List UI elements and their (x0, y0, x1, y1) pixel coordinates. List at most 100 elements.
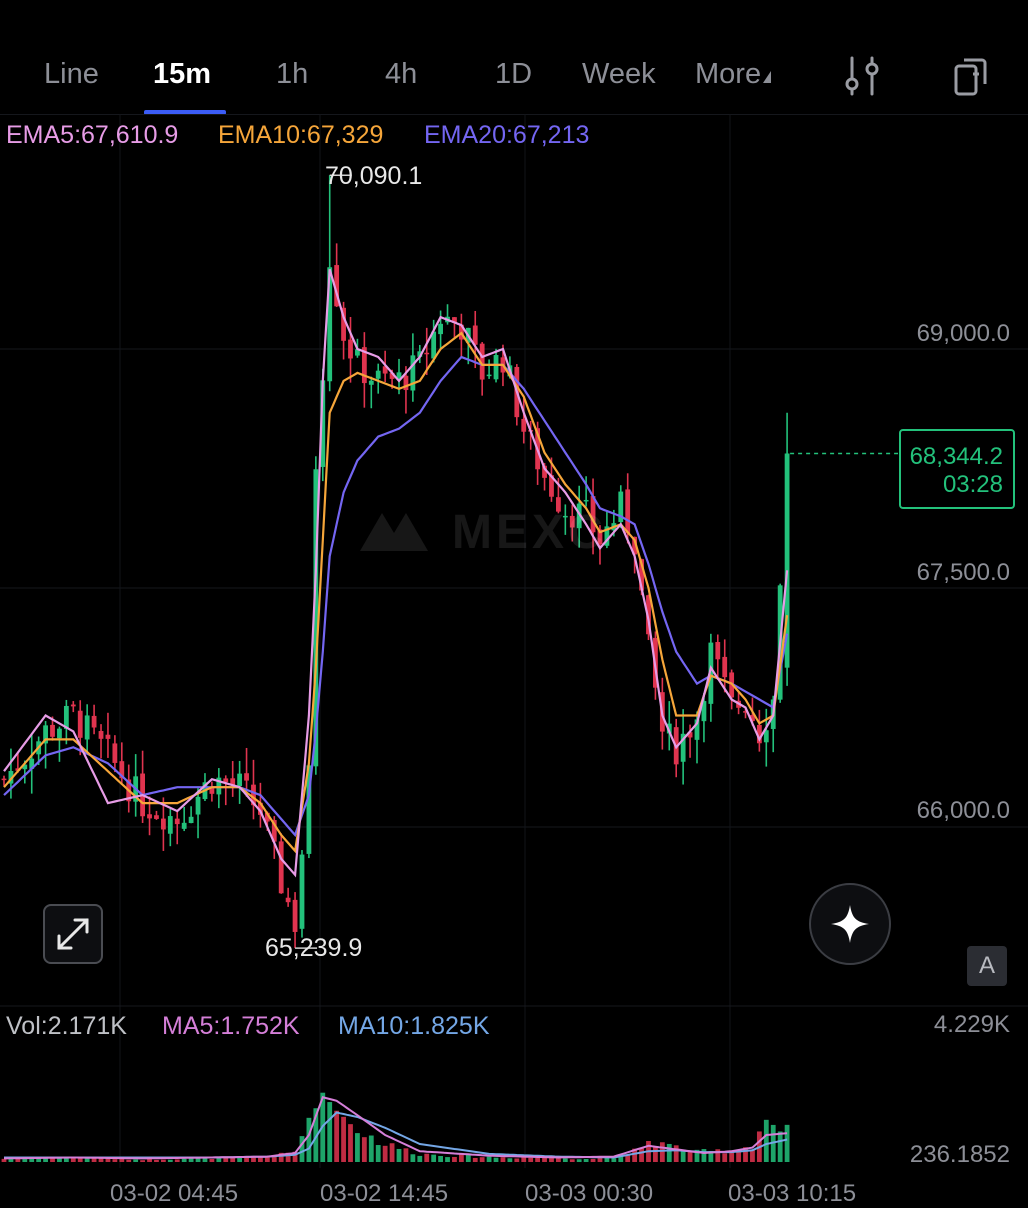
volume-bar (750, 1149, 755, 1162)
high-price-label: 70,090.1 (325, 162, 423, 190)
tab-more[interactable]: More (695, 58, 772, 91)
tab-4h[interactable]: 4h (385, 58, 418, 90)
volume-bar (98, 1157, 104, 1162)
candle-body (167, 816, 173, 834)
tab-1h[interactable]: 1h (276, 58, 309, 90)
expand-button[interactable] (43, 904, 103, 964)
candle-body (341, 307, 346, 341)
volume-bar (673, 1145, 679, 1162)
volume-bar (341, 1116, 346, 1162)
volume-bar (36, 1157, 42, 1162)
candle-body (396, 372, 402, 379)
ema5-line (3, 268, 789, 878)
candle-body (680, 733, 686, 762)
volume-bar (1, 1158, 7, 1162)
candle-body (382, 366, 388, 374)
volume-bar (348, 1124, 353, 1162)
candle-body (223, 778, 229, 783)
volume-bar (29, 1158, 35, 1162)
volume-bar (465, 1154, 471, 1162)
volume-bar (410, 1154, 416, 1162)
candle-body (569, 515, 575, 528)
volume-bar (486, 1156, 492, 1162)
volume-bar (611, 1158, 617, 1162)
volume-bar (458, 1154, 464, 1162)
copy-layout-icon[interactable] (951, 54, 991, 98)
ai-assistant-button[interactable] (809, 883, 891, 965)
candle-body (258, 802, 263, 815)
price-axis-label-1: 69,000.0 (916, 320, 1010, 347)
volume-bar (389, 1143, 395, 1162)
auto-scale-button[interactable]: A (967, 946, 1007, 986)
tab-1d[interactable]: 1D (495, 58, 533, 90)
volume-bar (133, 1159, 139, 1162)
expand-icon (57, 918, 89, 950)
volume-ma5-line (4, 1096, 788, 1160)
candle-body (112, 743, 118, 763)
tab-15m[interactable]: 15m (153, 58, 212, 90)
tab-week[interactable]: Week (582, 58, 656, 90)
active-tab-indicator (144, 110, 226, 115)
candle-body (160, 818, 166, 830)
candle-body (625, 489, 631, 534)
volume-bar (659, 1142, 665, 1162)
volume-bar (736, 1150, 741, 1162)
volume-bar (375, 1145, 381, 1162)
volume-bar (514, 1158, 520, 1162)
volume-bar (77, 1157, 83, 1162)
more-caret-icon (763, 71, 772, 83)
last-price-value: 68,344.2 (909, 443, 1003, 470)
candle-body (216, 777, 222, 795)
candle-body (549, 475, 554, 497)
candle-body (368, 380, 374, 385)
candle-body (299, 854, 305, 929)
candle-body (701, 701, 707, 722)
candle-body (542, 465, 547, 478)
volume-bar (70, 1157, 76, 1162)
candle-body (84, 715, 90, 740)
candle-body (244, 773, 249, 781)
volume-bar (209, 1159, 215, 1162)
candle-body (486, 374, 492, 377)
volume-bar (230, 1156, 236, 1162)
candle-body (188, 816, 194, 824)
candle-body (438, 323, 443, 335)
volume-axis-top: 4.229K (933, 1011, 1010, 1038)
volume-bar (542, 1157, 547, 1162)
candle-body (403, 375, 409, 391)
volume-bar (251, 1156, 256, 1162)
volume-bar (334, 1110, 340, 1162)
low-price-label: 65,239.9 (265, 934, 363, 962)
volume-bar (569, 1159, 575, 1162)
tab-line[interactable]: Line (44, 58, 99, 90)
volume-bar (472, 1157, 478, 1162)
candle-body (597, 529, 603, 545)
volume-bar (625, 1154, 631, 1162)
candle-body (195, 796, 201, 815)
sliders-icon[interactable] (842, 54, 882, 98)
ema5-legend: EMA5:67,610.9 (6, 121, 179, 149)
volume-bar (223, 1157, 229, 1162)
volume-bar (22, 1158, 28, 1162)
volume-bar (632, 1148, 638, 1162)
volume-bar (500, 1157, 506, 1162)
candle-body (431, 331, 437, 359)
volume-bar (722, 1153, 728, 1162)
volume-bar (160, 1159, 166, 1162)
candle-body (105, 734, 111, 739)
time-axis-label-3: 03-03 00:30 (525, 1180, 654, 1207)
volume-bar (680, 1150, 686, 1162)
volume-bar (562, 1158, 568, 1162)
candle-body (50, 724, 55, 737)
candle-body (209, 786, 215, 794)
candle-body (687, 732, 693, 738)
volume-bar (452, 1156, 457, 1162)
volume-bar (528, 1157, 534, 1162)
volume-bar (313, 1108, 319, 1162)
volume-bar (777, 1131, 783, 1162)
volume-bar (382, 1145, 388, 1162)
volume-bar (445, 1157, 450, 1162)
candle-body (715, 642, 721, 660)
volume-bar (154, 1159, 159, 1162)
